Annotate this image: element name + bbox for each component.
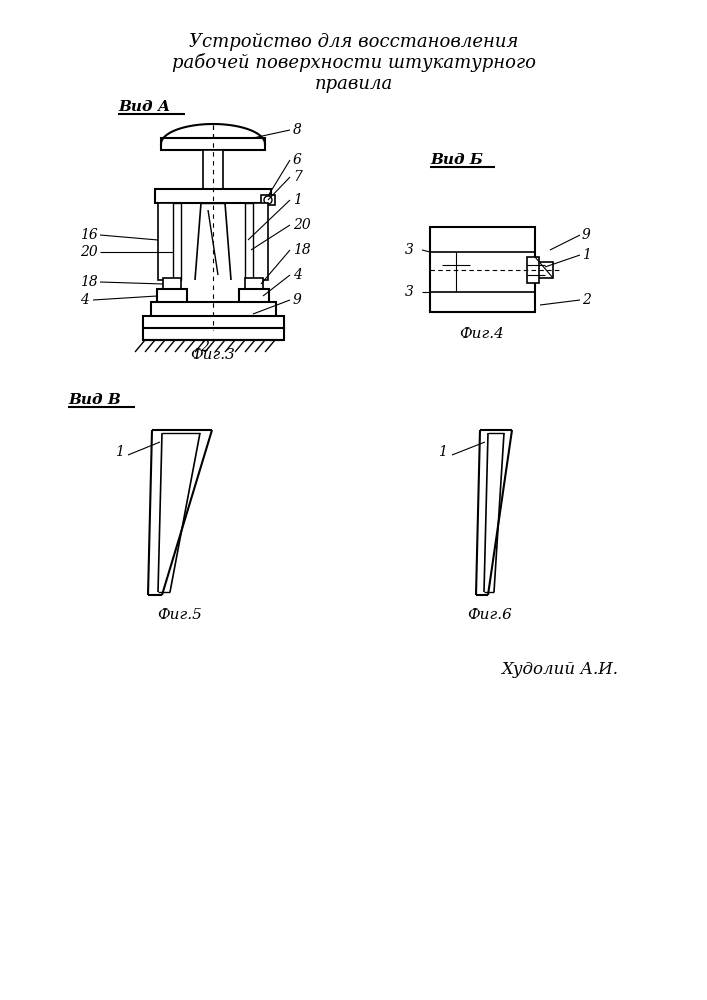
Text: 18: 18 bbox=[293, 243, 311, 257]
Text: 9: 9 bbox=[582, 228, 591, 242]
Bar bbox=[158, 203, 176, 280]
Text: 8: 8 bbox=[293, 123, 302, 137]
Bar bbox=[245, 278, 263, 290]
Bar bbox=[173, 203, 181, 280]
Text: 1: 1 bbox=[582, 248, 591, 262]
Text: Вид В: Вид В bbox=[68, 393, 121, 407]
Text: 4: 4 bbox=[293, 268, 302, 282]
Bar bbox=[163, 278, 181, 290]
Text: 16: 16 bbox=[80, 228, 98, 242]
Bar bbox=[239, 289, 269, 303]
Text: 20: 20 bbox=[293, 218, 311, 232]
Bar bbox=[157, 289, 187, 303]
Text: Фиг.6: Фиг.6 bbox=[467, 608, 513, 622]
Bar bbox=[535, 262, 553, 278]
Text: 3: 3 bbox=[405, 243, 414, 257]
Bar bbox=[203, 150, 223, 190]
Bar bbox=[161, 138, 265, 150]
Text: 20: 20 bbox=[80, 245, 98, 259]
Text: Фиг.3: Фиг.3 bbox=[191, 348, 235, 362]
Bar bbox=[151, 302, 276, 317]
Text: правила: правила bbox=[315, 75, 393, 93]
Bar bbox=[155, 189, 271, 203]
Text: 6: 6 bbox=[293, 153, 302, 167]
Text: 2: 2 bbox=[582, 293, 591, 307]
Text: Вид А: Вид А bbox=[118, 100, 170, 114]
Bar bbox=[143, 328, 284, 340]
Text: 3: 3 bbox=[405, 285, 414, 299]
Text: 4: 4 bbox=[80, 293, 89, 307]
Text: рабочей поверхности штукатурного: рабочей поверхности штукатурного bbox=[172, 53, 536, 73]
Text: Фиг.4: Фиг.4 bbox=[460, 327, 504, 341]
Text: 18: 18 bbox=[80, 275, 98, 289]
Bar bbox=[527, 257, 539, 283]
Text: Вид Б: Вид Б bbox=[430, 153, 483, 167]
Bar bbox=[261, 195, 275, 205]
Text: 1: 1 bbox=[115, 445, 124, 459]
Text: 7: 7 bbox=[293, 170, 302, 184]
Bar bbox=[143, 316, 284, 329]
Text: 1: 1 bbox=[293, 193, 302, 207]
Text: 9: 9 bbox=[293, 293, 302, 307]
Text: 1: 1 bbox=[438, 445, 447, 459]
Text: Фиг.5: Фиг.5 bbox=[158, 608, 202, 622]
Text: Устройство для восстановления: Устройство для восстановления bbox=[189, 33, 519, 51]
Bar bbox=[430, 227, 535, 312]
Bar bbox=[245, 203, 253, 280]
Text: 2: 2 bbox=[201, 340, 209, 354]
Text: Худолий А.И.: Худолий А.И. bbox=[501, 662, 619, 678]
Bar bbox=[250, 203, 268, 280]
